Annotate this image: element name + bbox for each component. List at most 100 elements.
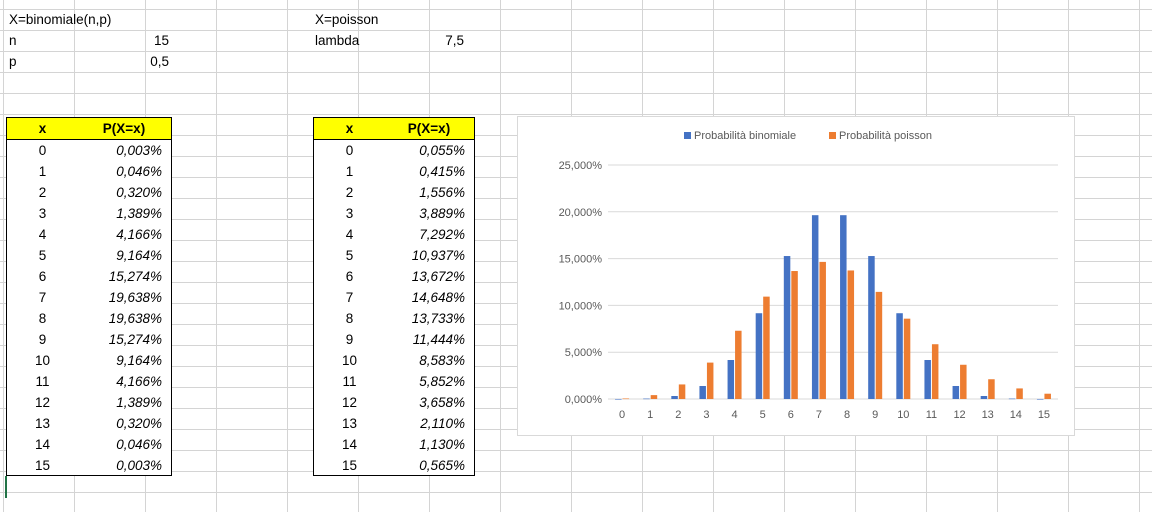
x-value-cell[interactable]: 0 — [345, 143, 354, 158]
probability-cell[interactable]: 1,389% — [116, 395, 162, 410]
x-tick-label: 15 — [1038, 409, 1050, 421]
probability-cell[interactable]: 0,046% — [116, 164, 162, 179]
y-tick-label: 0,000% — [565, 394, 603, 406]
bar-poisson — [763, 296, 770, 399]
x-value-cell[interactable]: 4 — [38, 227, 47, 242]
x-value-cell[interactable]: 0 — [38, 143, 47, 158]
x-tick-label: 13 — [982, 409, 994, 421]
lambda-value-cell[interactable]: 7,5 — [445, 33, 464, 48]
probability-cell[interactable]: 1,556% — [419, 185, 465, 200]
probability-cell[interactable]: 10,937% — [411, 248, 465, 263]
p-value-cell[interactable]: 0,5 — [150, 54, 169, 69]
x-value-cell[interactable]: 4 — [345, 227, 354, 242]
x-value-cell[interactable]: 10 — [34, 353, 51, 368]
probability-cell[interactable]: 19,638% — [108, 290, 162, 305]
x-value-cell[interactable]: 12 — [34, 395, 51, 410]
probability-cell[interactable]: 0,415% — [419, 164, 465, 179]
probability-cell[interactable]: 0,003% — [116, 143, 162, 158]
x-value-cell[interactable]: 12 — [341, 395, 358, 410]
x-value-cell[interactable]: 14 — [34, 437, 51, 452]
x-value-cell[interactable]: 13 — [34, 416, 51, 431]
bar-binomial — [671, 396, 678, 399]
binomial-header-x[interactable]: x — [38, 121, 47, 136]
x-value-cell[interactable]: 3 — [38, 206, 47, 221]
bar-binomial — [643, 398, 650, 400]
probability-cell[interactable]: 19,638% — [108, 311, 162, 326]
x-value-cell[interactable]: 3 — [345, 206, 354, 221]
x-value-cell[interactable]: 7 — [38, 290, 47, 305]
probability-cell[interactable]: 7,292% — [419, 227, 465, 242]
x-value-cell[interactable]: 10 — [341, 353, 358, 368]
bar-binomial — [1036, 398, 1044, 400]
x-tick-label: 9 — [872, 409, 878, 421]
x-value-cell[interactable]: 8 — [38, 311, 47, 326]
x-value-cell[interactable]: 2 — [38, 185, 47, 200]
probability-cell[interactable]: 8,583% — [419, 353, 465, 368]
probability-cell[interactable]: 11,444% — [412, 332, 465, 347]
probability-cell[interactable]: 0,565% — [419, 458, 465, 473]
x-tick-label: 3 — [703, 409, 709, 421]
probability-cell[interactable]: 3,658% — [419, 395, 465, 410]
x-value-cell[interactable]: 5 — [38, 248, 47, 263]
x-value-cell[interactable]: 7 — [345, 290, 354, 305]
table-row: 11 5,852% — [314, 371, 474, 392]
p-label-cell[interactable]: p — [9, 54, 17, 69]
probability-cell[interactable]: 15,274% — [108, 332, 162, 347]
probability-cell[interactable]: 1,389% — [116, 206, 162, 221]
table-row: 9 11,444% — [314, 329, 474, 350]
x-value-cell[interactable]: 8 — [345, 311, 354, 326]
probability-cell[interactable]: 0,320% — [116, 416, 162, 431]
x-value-cell[interactable]: 15 — [34, 458, 51, 473]
probability-cell[interactable]: 4,166% — [116, 374, 162, 389]
n-label-cell[interactable]: n — [9, 33, 17, 48]
probability-cell[interactable]: 0,055% — [419, 143, 465, 158]
x-value-cell[interactable]: 1 — [345, 164, 354, 179]
lambda-label-cell[interactable]: lambda — [315, 33, 360, 48]
probability-cell[interactable]: 0,046% — [116, 437, 162, 452]
probability-cell[interactable]: 13,672% — [411, 269, 465, 284]
probability-cell[interactable]: 0,003% — [116, 458, 162, 473]
poisson-header-x[interactable]: x — [345, 121, 354, 136]
y-tick-label: 5,000% — [565, 347, 603, 359]
probability-cell[interactable]: 13,733% — [411, 311, 465, 326]
probability-cell[interactable]: 0,320% — [116, 185, 162, 200]
table-row: 2 0,320% — [7, 182, 171, 203]
binomial-title-cell[interactable]: X=binomiale(n,p) — [9, 12, 112, 27]
x-value-cell[interactable]: 1 — [38, 164, 47, 179]
x-value-cell[interactable]: 11 — [35, 374, 50, 389]
x-value-cell[interactable]: 9 — [345, 332, 354, 347]
x-value-cell[interactable]: 11 — [342, 374, 357, 389]
probability-cell[interactable]: 4,166% — [116, 227, 162, 242]
bar-poisson — [678, 384, 686, 399]
probability-cell[interactable]: 1,130% — [419, 437, 465, 452]
cell-cursor — [5, 476, 7, 498]
table-row: 0 0,003% — [7, 140, 171, 161]
poisson-title-cell[interactable]: X=poisson — [315, 12, 379, 27]
x-value-cell[interactable]: 14 — [341, 437, 358, 452]
poisson-header-p[interactable]: P(X=x) — [407, 121, 451, 136]
x-value-cell[interactable]: 6 — [345, 269, 354, 284]
probability-cell[interactable]: 9,164% — [116, 248, 162, 263]
probability-cell[interactable]: 3,889% — [419, 206, 465, 221]
probability-cell[interactable]: 2,110% — [420, 416, 465, 431]
table-row: 3 3,889% — [314, 203, 474, 224]
poisson-table-header: x P(X=x) — [314, 118, 474, 140]
x-value-cell[interactable]: 2 — [345, 185, 354, 200]
table-row: 11 4,166% — [7, 371, 171, 392]
probability-cell[interactable]: 15,274% — [108, 269, 162, 284]
bar-poisson — [847, 270, 855, 399]
x-value-cell[interactable]: 5 — [345, 248, 354, 263]
x-value-cell[interactable]: 9 — [38, 332, 47, 347]
x-tick-label: 11 — [926, 409, 937, 421]
probability-cell[interactable]: 14,648% — [411, 290, 465, 305]
binomial-header-p[interactable]: P(X=x) — [102, 121, 146, 136]
bar-binomial — [811, 215, 819, 399]
x-value-cell[interactable]: 13 — [341, 416, 358, 431]
probability-cell[interactable]: 9,164% — [116, 353, 162, 368]
x-value-cell[interactable]: 6 — [38, 269, 47, 284]
x-value-cell[interactable]: 15 — [341, 458, 358, 473]
probability-chart[interactable]: 0,000% 5,000% 10,000% 15,000% 20,000% 25,000%… — [517, 116, 1075, 436]
n-value-cell[interactable]: 15 — [153, 33, 169, 48]
probability-cell[interactable]: 5,852% — [419, 374, 465, 389]
